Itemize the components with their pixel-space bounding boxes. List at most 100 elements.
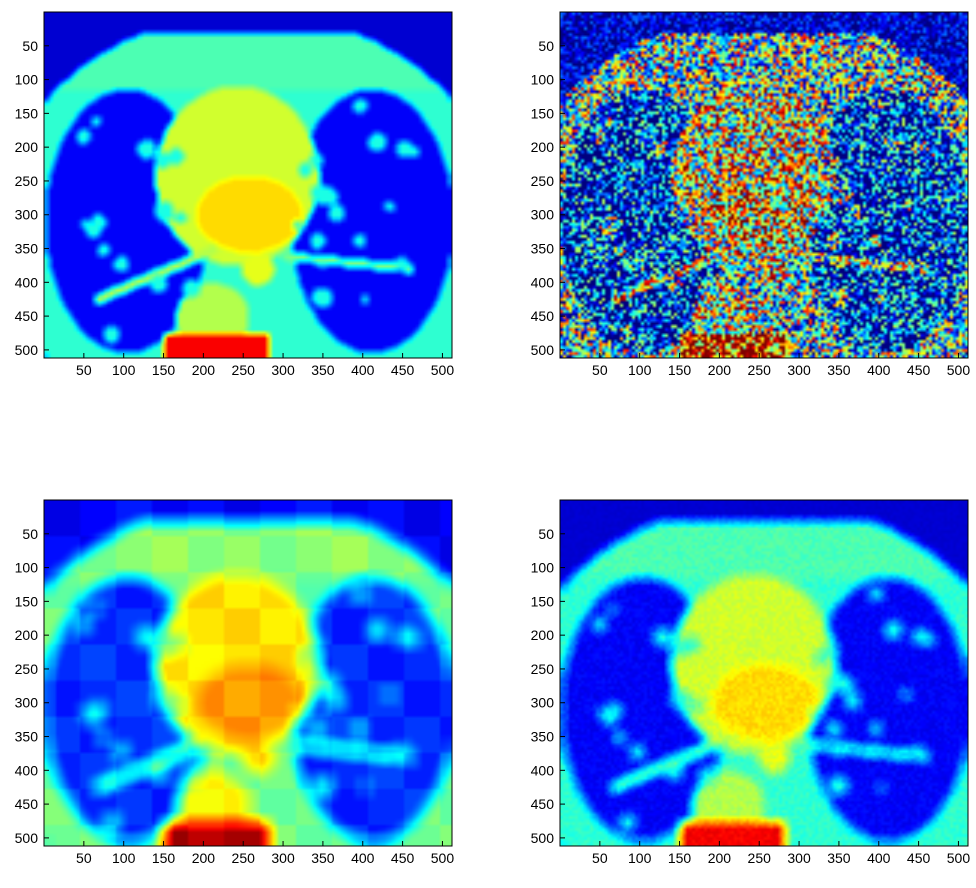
x-tick-label: 100 (628, 362, 652, 378)
x-tick-label: 200 (192, 850, 216, 866)
y-tick-label: 500 (531, 830, 555, 846)
x-tick: 450 (907, 841, 930, 866)
x-tick-label: 250 (748, 850, 772, 866)
y-tick: 100 (15, 72, 49, 88)
y-tick-label: 300 (531, 207, 555, 223)
x-tick: 200 (192, 841, 216, 866)
y-tick: 50 (22, 38, 49, 54)
x-tick-label: 300 (787, 362, 811, 378)
y-tick: 150 (531, 105, 565, 121)
x-tick: 50 (592, 841, 608, 866)
y-tick: 200 (15, 627, 49, 643)
y-tick-label: 250 (531, 661, 555, 677)
x-tick-label: 50 (76, 850, 92, 866)
y-tick: 450 (15, 308, 49, 324)
x-tick: 150 (152, 841, 175, 866)
axes-frame (43, 499, 453, 847)
x-tick: 250 (232, 353, 256, 378)
y-tick-label: 100 (15, 560, 39, 576)
x-tick-label: 100 (628, 850, 652, 866)
y-tick-label: 250 (15, 173, 39, 189)
x-tick: 100 (628, 353, 652, 378)
x-tick-label: 400 (351, 362, 375, 378)
y-tick: 400 (15, 274, 49, 290)
x-tick: 100 (112, 353, 136, 378)
x-tick: 500 (947, 353, 971, 378)
panel-top-right: 50 100 150 200 250 300 350 400 450 500 50 100 150 200… (516, 0, 976, 392)
y-tick: 250 (15, 661, 49, 677)
x-tick-label: 250 (232, 850, 256, 866)
axes-frame (559, 11, 969, 359)
y-tick-label: 350 (531, 241, 555, 257)
y-tick-label: 450 (15, 308, 39, 324)
y-tick-label: 450 (531, 308, 555, 324)
x-tick-label: 500 (947, 850, 971, 866)
y-tick: 450 (531, 308, 565, 324)
x-tick: 400 (867, 841, 891, 866)
y-tick-label: 500 (531, 342, 555, 358)
x-tick-label: 150 (668, 362, 692, 378)
x-tick: 450 (391, 841, 415, 866)
x-tick: 250 (232, 841, 256, 866)
x-tick: 350 (827, 353, 851, 378)
y-tick: 300 (15, 207, 49, 223)
y-tick: 400 (531, 762, 565, 778)
x-tick-label: 250 (232, 362, 256, 378)
y-tick-label: 100 (15, 72, 39, 88)
y-tick-label: 150 (15, 593, 39, 609)
y-tick: 200 (531, 139, 565, 155)
x-tick: 200 (708, 841, 731, 866)
x-tick: 300 (271, 353, 295, 378)
y-tick: 500 (15, 342, 49, 358)
y-tick: 400 (15, 762, 49, 778)
x-tick: 300 (787, 841, 811, 866)
axes-frame (559, 499, 969, 847)
panel-figure: 50 100 150 200 250 300 350 400 450 500 50 100 150 200… (531, 11, 971, 378)
x-tick: 250 (748, 841, 772, 866)
y-tick-label: 200 (15, 627, 39, 643)
x-tick: 50 (76, 353, 92, 378)
x-tick-label: 400 (867, 850, 891, 866)
y-tick: 350 (15, 241, 49, 257)
panel-bottom-left: 50 100 150 200 250 300 350 400 450 500 50 100 150 200… (0, 488, 460, 880)
y-tick-label: 250 (531, 173, 555, 189)
x-tick-label: 450 (391, 850, 415, 866)
x-tick: 400 (867, 353, 891, 378)
x-tick: 300 (271, 841, 295, 866)
y-tick: 50 (538, 526, 565, 542)
x-tick-label: 400 (351, 850, 375, 866)
x-tick-label: 300 (271, 850, 295, 866)
x-tick: 200 (708, 353, 731, 378)
x-tick: 50 (592, 353, 608, 378)
y-tick-label: 400 (15, 274, 39, 290)
y-tick-label: 200 (531, 139, 555, 155)
y-tick-label: 300 (531, 695, 555, 711)
x-tick-label: 500 (947, 362, 971, 378)
x-tick-label: 150 (152, 362, 176, 378)
y-tick-label: 350 (531, 729, 555, 745)
y-tick: 250 (531, 173, 565, 189)
x-tick-label: 300 (787, 850, 811, 866)
x-tick: 500 (431, 353, 455, 378)
y-tick-label: 50 (22, 38, 38, 54)
y-tick-label: 450 (15, 796, 39, 812)
x-tick-label: 450 (907, 362, 931, 378)
y-tick: 150 (531, 593, 565, 609)
x-tick-label: 500 (431, 362, 455, 378)
x-tick-label: 350 (827, 850, 851, 866)
x-tick: 200 (192, 353, 215, 378)
y-tick-label: 50 (538, 526, 554, 542)
x-tick: 100 (112, 841, 136, 866)
x-tick-label: 50 (592, 850, 608, 866)
y-tick-label: 200 (531, 627, 555, 643)
x-tick-label: 50 (76, 362, 92, 378)
y-tick-label: 300 (15, 695, 39, 711)
y-tick-label: 150 (531, 593, 555, 609)
y-tick: 300 (531, 207, 565, 223)
y-tick: 100 (531, 560, 565, 576)
y-tick: 200 (531, 627, 565, 643)
x-tick: 400 (351, 841, 375, 866)
y-tick: 500 (531, 342, 565, 358)
heatmap-image (44, 500, 452, 846)
x-tick: 350 (827, 841, 851, 866)
